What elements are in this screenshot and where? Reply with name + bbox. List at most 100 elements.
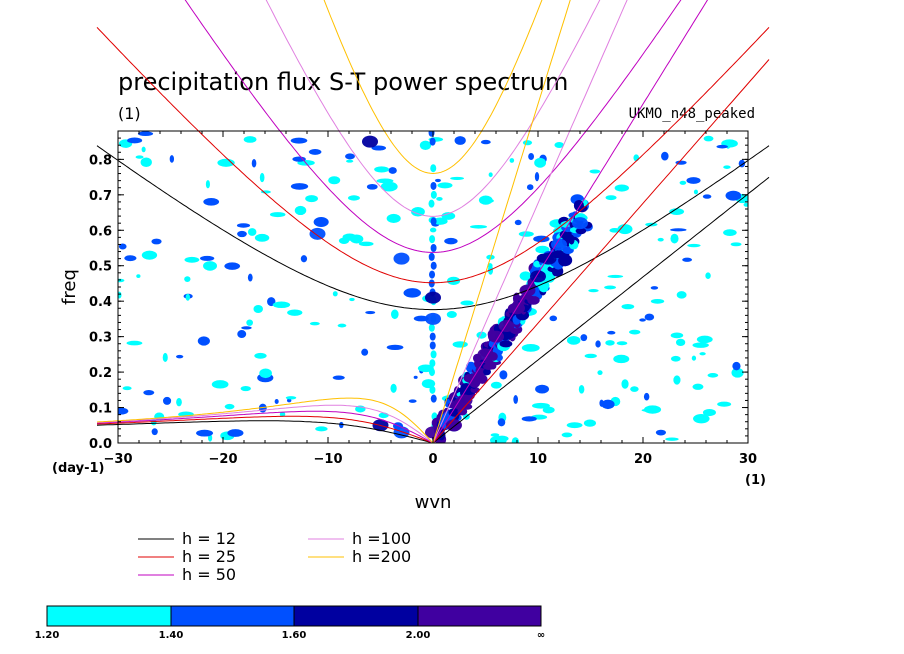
heat-cell: [315, 426, 328, 432]
y-tick-label: 0.4: [89, 295, 112, 310]
heat-cell: [717, 401, 732, 407]
heat-cell: [403, 288, 422, 298]
colorbar-label: ∞: [537, 630, 545, 641]
heat-cell: [621, 303, 635, 310]
heat-cell: [670, 332, 684, 339]
rossby-curve: [96, 404, 434, 443]
heat-cell: [217, 158, 235, 167]
heat-cell: [657, 237, 664, 242]
heat-cell: [679, 180, 687, 185]
heat-cell: [361, 348, 369, 356]
heat-cell: [411, 207, 425, 217]
heat-cell: [583, 419, 597, 427]
heat-cell: [707, 373, 719, 378]
heat-cell: [347, 195, 360, 201]
heat-cell: [601, 399, 615, 410]
kelvin-curve: [432, 176, 770, 443]
spectral-peak: [551, 238, 567, 251]
heat-cell: [197, 336, 210, 346]
heat-cell: [605, 195, 617, 201]
heat-cell: [534, 157, 547, 168]
heat-cell: [386, 213, 401, 224]
heat-cell: [703, 135, 714, 142]
heat-cell: [388, 167, 397, 174]
heat-cell: [702, 194, 712, 199]
heat-cell: [542, 406, 555, 414]
spectral-peak: [498, 320, 515, 332]
heat-cell: [421, 379, 436, 389]
heat-cell: [246, 319, 253, 326]
heat-cell: [135, 155, 144, 159]
heat-cell: [588, 288, 599, 293]
heat-cell: [518, 231, 534, 237]
heat-cell: [413, 315, 429, 322]
heat-cell: [254, 233, 270, 242]
heat-cell: [435, 178, 441, 183]
heat-cell: [460, 300, 474, 306]
heat-cell: [521, 344, 540, 352]
colorbar-label: 1.60: [282, 630, 307, 641]
spectral-peak: [362, 135, 378, 148]
heat-cell: [673, 375, 681, 385]
heat-cell: [137, 131, 154, 137]
heat-cell: [607, 330, 616, 335]
heat-cell: [686, 177, 701, 184]
y-tick-label: 0.2: [89, 366, 112, 381]
heat-cell: [437, 182, 453, 189]
heat-cell: [366, 183, 378, 190]
heat-cell: [419, 140, 432, 150]
heat-cell: [184, 256, 200, 263]
heat-cell: [251, 158, 257, 168]
heat-cell: [337, 323, 347, 328]
heat-cell: [413, 375, 418, 379]
heat-cell: [259, 368, 272, 379]
heat-cell: [211, 380, 229, 389]
heat-cell: [730, 242, 742, 247]
heat-cell: [224, 262, 241, 270]
heat-cell: [247, 228, 257, 236]
heat-cell: [633, 154, 640, 162]
heat-cell: [521, 416, 537, 422]
heat-cell: [118, 278, 125, 283]
heat-cell: [644, 313, 655, 321]
heat-cell: [621, 379, 629, 389]
heat-cell: [259, 172, 265, 183]
heat-cell: [428, 131, 435, 137]
heat-cell: [371, 145, 387, 151]
heat-cell: [589, 169, 601, 174]
heat-cell: [669, 208, 685, 215]
heat-cell: [332, 291, 338, 297]
heat-cell: [526, 184, 534, 191]
heat-cell: [328, 176, 341, 185]
heat-cell: [240, 385, 251, 392]
heat-cell: [408, 399, 417, 403]
heat-cell: [162, 352, 168, 363]
heat-cell: [237, 330, 247, 339]
heat-cell: [176, 354, 184, 359]
heat-cell: [332, 375, 345, 380]
heat-cell: [203, 198, 220, 206]
heat-cell: [528, 153, 535, 160]
heat-cell: [428, 368, 435, 377]
heat-cell: [376, 178, 394, 184]
heat-cell: [429, 359, 436, 368]
heat-cell: [124, 255, 137, 262]
rossby-curve: [96, 410, 434, 443]
heat-cell: [151, 428, 158, 436]
x-unit-label: (1): [745, 473, 766, 488]
heat-cell: [607, 274, 624, 278]
heat-cell: [247, 273, 253, 282]
heat-cell: [743, 202, 748, 207]
heat-cell: [595, 340, 601, 348]
inertio-gravity-curve: [184, 0, 682, 253]
heat-cell: [568, 234, 575, 245]
heat-cell: [141, 250, 158, 260]
heatmap-layer: [118, 131, 748, 443]
spectral-peak: [456, 394, 473, 407]
heat-cell: [609, 228, 621, 233]
heat-cell: [300, 255, 308, 263]
heat-cell: [386, 344, 404, 350]
heat-cell: [452, 341, 468, 348]
heat-cell: [436, 196, 443, 201]
